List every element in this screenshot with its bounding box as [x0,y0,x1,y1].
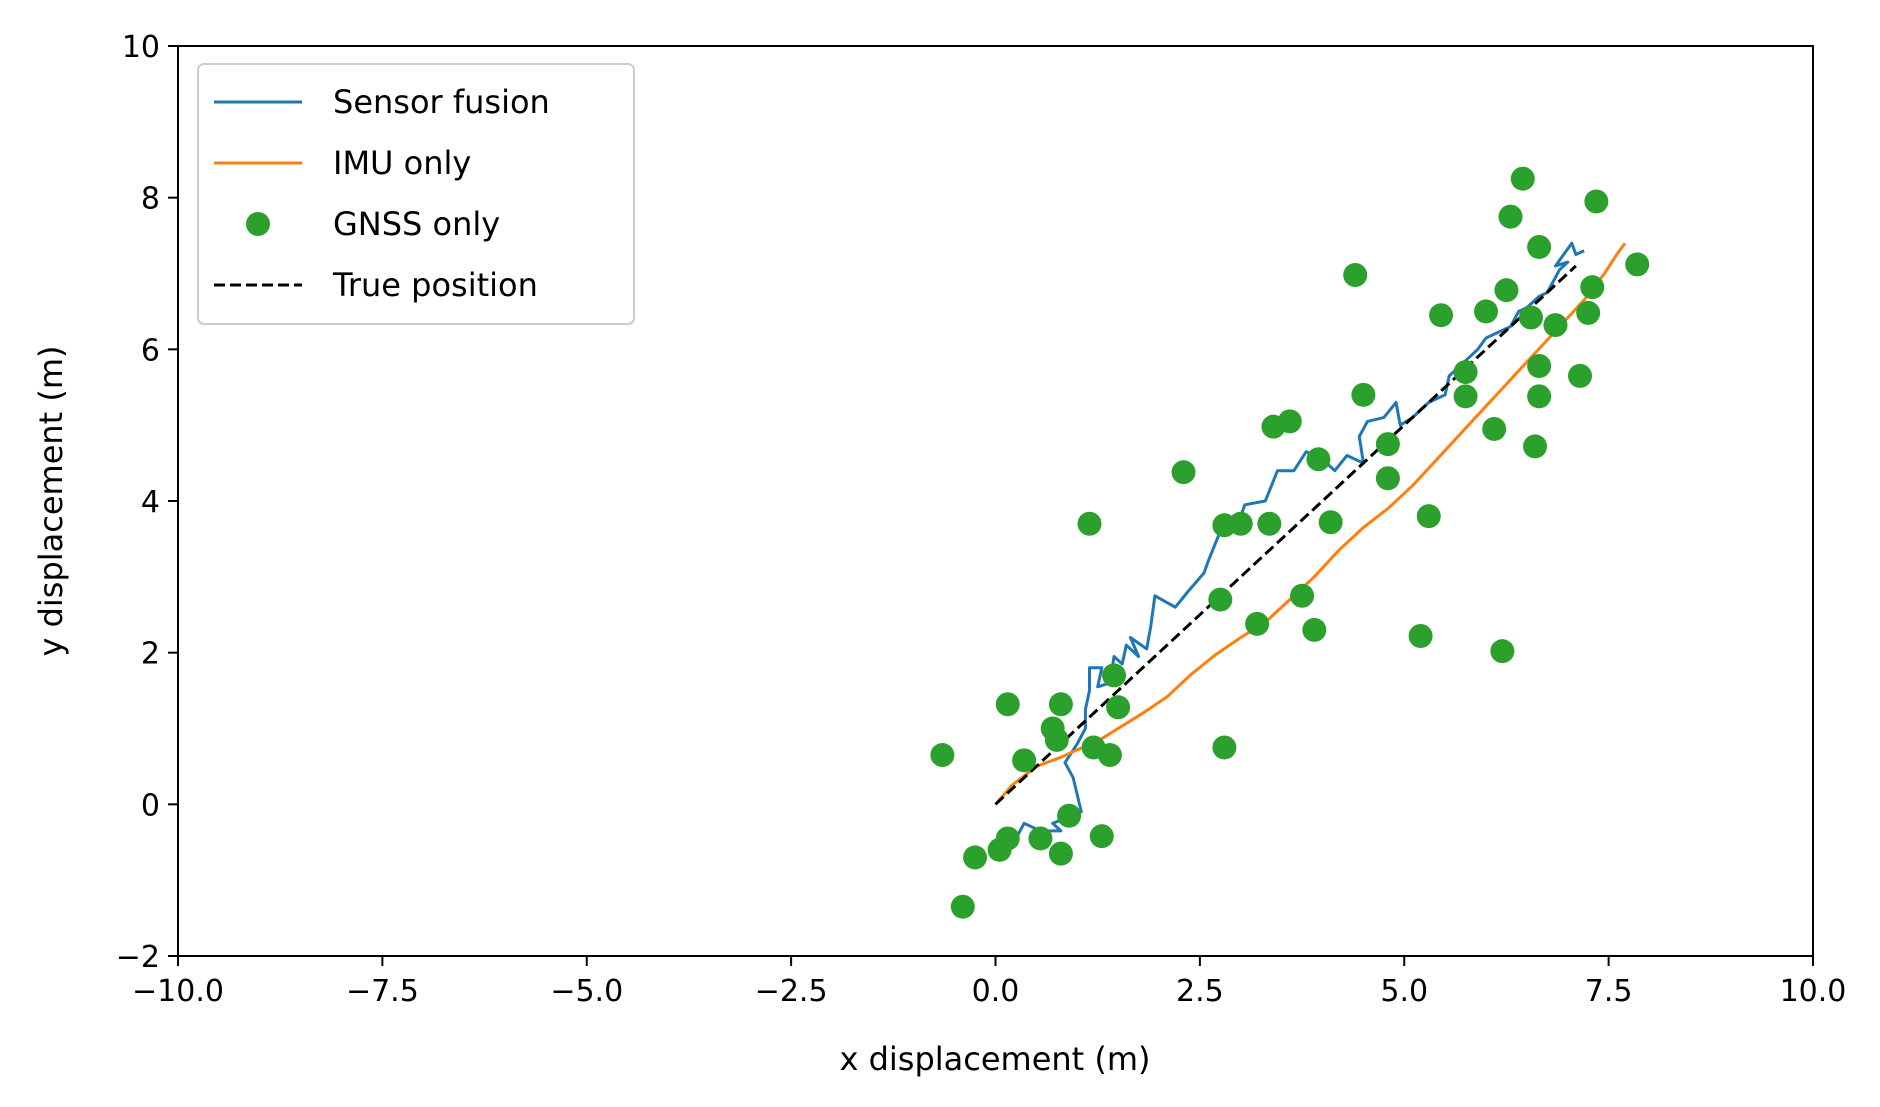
gnss-only-point [1106,695,1131,720]
legend-frame [197,63,635,325]
gnss-only-point [1212,735,1237,760]
gnss-only-point [950,894,975,919]
gnss-only-point [1527,354,1552,379]
x-tick-label: 7.5 [1585,974,1633,1009]
x-tick-label: 5.0 [1380,974,1428,1009]
y-tick-label: 4 [141,485,160,520]
gnss-only-point [1375,466,1400,491]
gnss-only-point [1510,166,1535,191]
series-layer [930,166,1650,919]
gnss-only-point [1102,663,1127,688]
gnss-only-point [1453,360,1478,385]
gnss-only-point [1568,363,1593,388]
x-tick-label: −10.0 [132,974,224,1009]
gnss-only-point [1257,511,1282,536]
gnss-only-point [1375,432,1400,457]
gnss-only-point [1429,303,1454,328]
gnss-only-point [1012,748,1037,773]
series-true-position-line [994,264,1577,806]
gnss-only-point [1290,583,1315,608]
gnss-only-point [1474,299,1498,324]
y-axis-ticks: −2 0 2 4 6 8 10 [116,30,178,975]
y-tick-label: 8 [141,182,160,217]
y-axis-label: y displacement (m) [32,345,70,656]
legend-label-gnss-only: GNSS only [333,205,500,243]
gnss-only-point [1048,841,1073,866]
x-tick-label: 2.5 [1176,974,1224,1009]
gnss-only-point [1089,824,1114,849]
legend-label-imu-only: IMU only [333,144,471,182]
legend-label-sensor-fusion: Sensor fusion [333,83,550,121]
gnss-only-point [1543,313,1568,338]
gnss-only-point [1518,305,1543,330]
x-axis-ticks: −10.0 −7.5 −5.0 −2.5 0.0 2.5 5.0 7.5 10.0 [132,956,1846,1009]
x-tick-label: −7.5 [346,974,419,1009]
gnss-only-point [1057,803,1082,828]
legend-swatch-gnss-only [246,212,270,236]
gnss-only-point [1302,617,1327,642]
y-tick-label: 2 [141,637,160,672]
series-sensor-fusion-line [1010,241,1585,847]
y-tick-label: 0 [141,788,160,823]
x-axis-label: x displacement (m) [839,1040,1150,1078]
y-tick-label: 10 [122,30,160,65]
gnss-only-point [1498,204,1523,229]
gnss-only-point [1048,692,1073,717]
gnss-only-point [1494,278,1519,303]
gnss-only-point [1527,234,1552,259]
gnss-only-point [1584,189,1609,214]
gnss-only-point [1245,611,1270,636]
x-tick-label: −5.0 [550,974,623,1009]
gnss-only-point [1318,510,1343,535]
gnss-only-point [1416,504,1441,529]
gnss-only-point [1408,623,1433,648]
gnss-only-point [1580,275,1605,300]
series-gnss-only [930,166,1650,919]
gnss-only-point [1228,511,1253,536]
gnss-only-point [930,743,955,768]
gnss-only-point [1044,727,1069,752]
legend: Sensor fusion IMU only GNSS only True po… [197,63,635,325]
gnss-only-point [1576,300,1601,325]
gnss-only-point [1527,384,1552,409]
gnss-only-point [1077,511,1102,536]
gnss-only-point [1490,639,1515,664]
x-tick-label: 0.0 [972,974,1020,1009]
gnss-only-point [1208,587,1233,612]
gnss-only-point [1028,826,1053,851]
gnss-only-point [1523,434,1548,459]
gnss-only-point [1343,263,1368,288]
gnss-only-point [963,845,988,870]
x-tick-label: −2.5 [755,974,828,1009]
gnss-only-point [995,692,1020,717]
legend-label-true-position: True position [332,266,538,304]
gnss-only-point [1171,460,1196,485]
gnss-only-point [1625,252,1650,277]
x-tick-label: 10.0 [1780,974,1847,1009]
gnss-only-point [987,837,1012,862]
y-tick-label: −2 [116,940,160,975]
gnss-only-point [1097,743,1122,768]
gnss-only-point [1482,416,1507,441]
gnss-only-point [1306,447,1331,472]
y-tick-label: 6 [141,333,160,368]
gnss-only-point [1453,384,1478,409]
gnss-only-point [1351,382,1376,407]
gnss-only-point [1277,409,1302,434]
